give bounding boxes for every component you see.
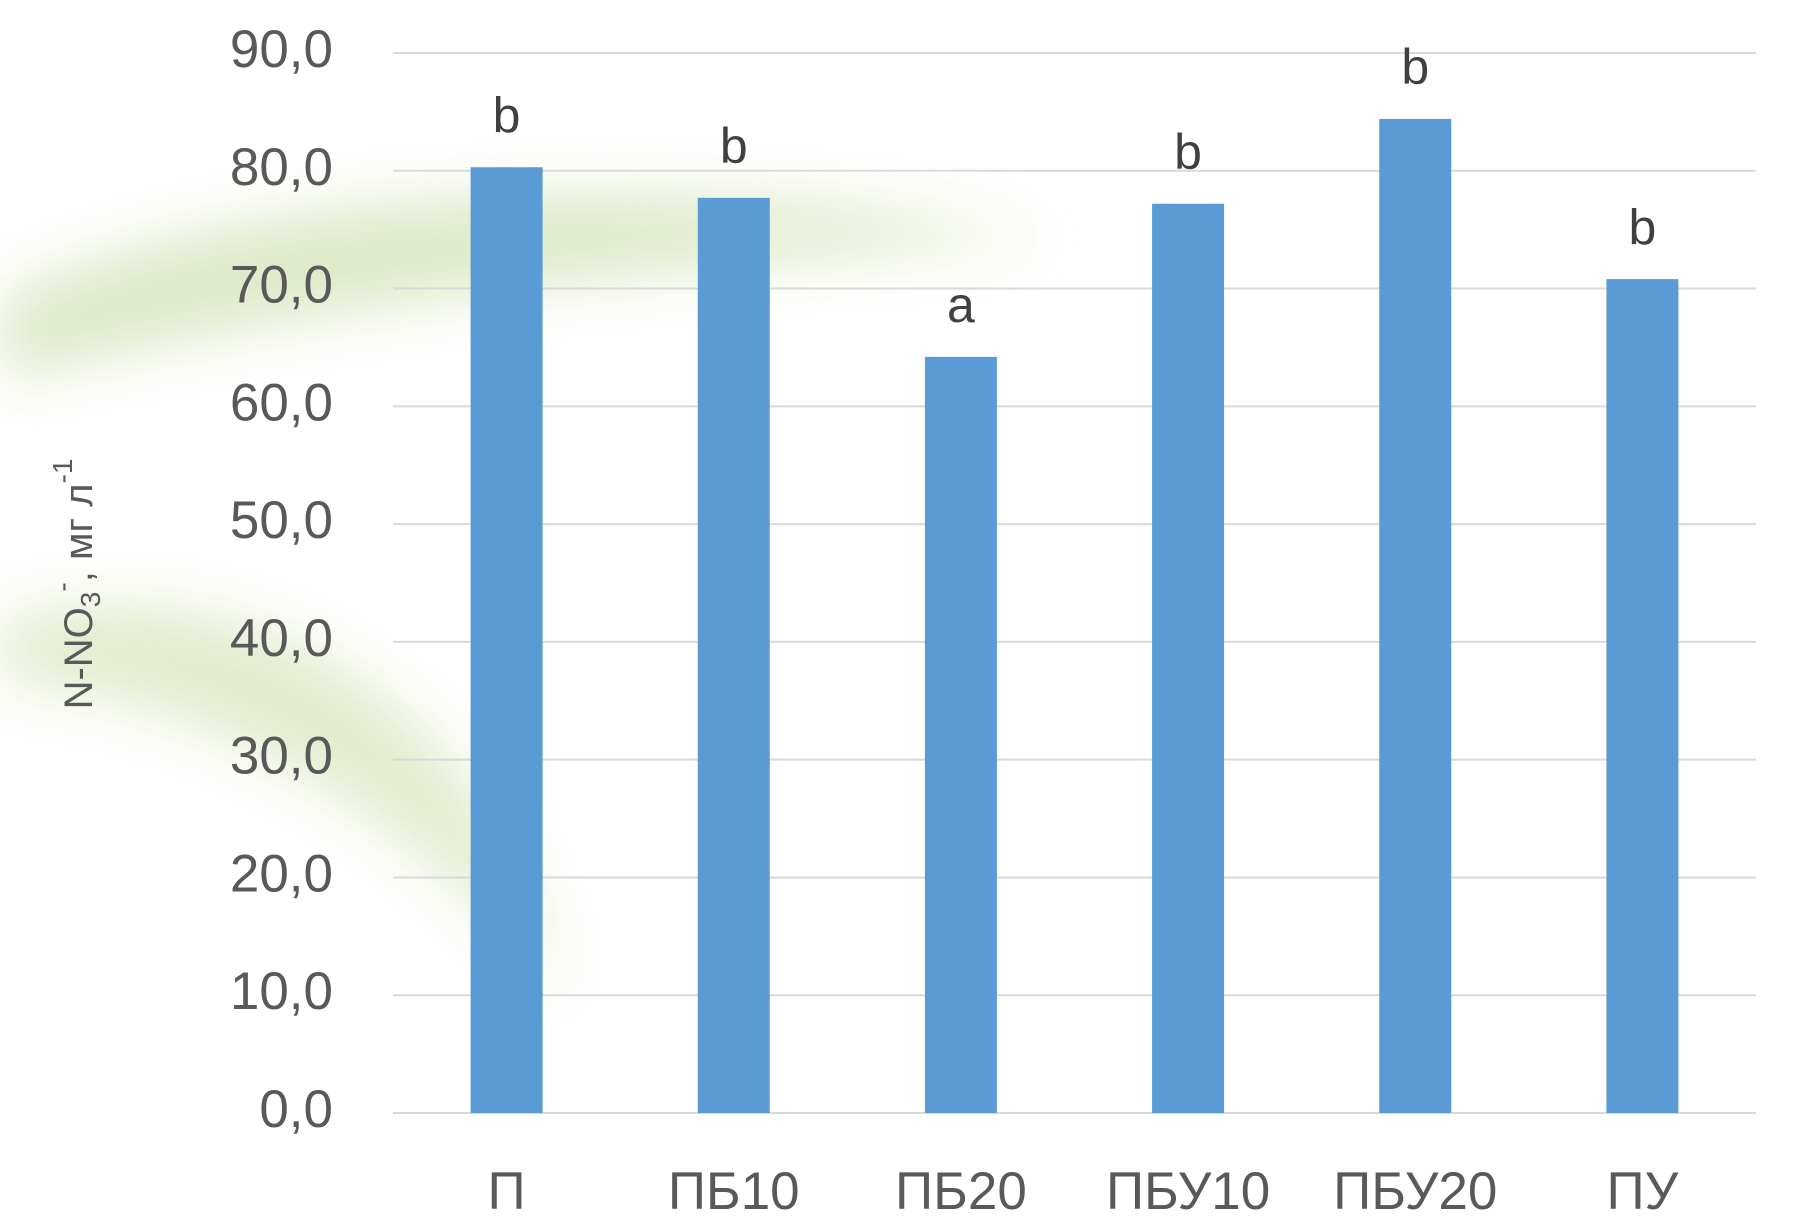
significance-letter: b <box>1174 124 1202 180</box>
chart: N-NO3-, мг л-1 0,0 10,0 20,0 30,0 40,0 50,0 60… <box>0 0 1814 1225</box>
significance-letter: b <box>1629 199 1657 255</box>
bar <box>925 357 997 1113</box>
y-tick-label: 10,0 <box>230 962 333 1021</box>
y-tick-label: 20,0 <box>230 844 333 903</box>
y-label-part: , мг л <box>57 484 101 583</box>
x-tick-label: ПБУ20 <box>1333 1162 1497 1221</box>
y-tick-label: 40,0 <box>230 609 333 668</box>
x-tick-label: ПБ20 <box>895 1162 1027 1221</box>
y-tick-label: 0,0 <box>259 1080 333 1139</box>
x-tick-label: ПБ10 <box>668 1162 800 1221</box>
significance-letter: b <box>720 118 748 174</box>
x-tick-label: ПБУ10 <box>1106 1162 1270 1221</box>
bar <box>1152 204 1224 1113</box>
y-tick-label: 50,0 <box>230 491 333 550</box>
y-tick-label: 60,0 <box>230 373 333 432</box>
y-axis-label: N-NO3-, мг л-1 <box>47 459 106 710</box>
significance-letter: b <box>493 87 521 143</box>
x-tick-label: ПУ <box>1607 1162 1679 1221</box>
significance-letter: a <box>947 277 975 333</box>
y-label-part: N-NO <box>57 607 101 709</box>
x-tick-label: П <box>488 1162 526 1221</box>
y-label-sup: - <box>47 582 78 591</box>
y-tick-label: 90,0 <box>230 20 333 79</box>
y-label-sub: 3 <box>75 592 106 608</box>
significance-letter: b <box>1401 39 1429 95</box>
bar <box>1379 119 1451 1113</box>
bar <box>1606 279 1678 1113</box>
bar <box>698 198 770 1113</box>
y-tick-label: 70,0 <box>230 256 333 315</box>
y-tick-label: 30,0 <box>230 727 333 786</box>
page: {"chart_data": {"type": "bar", "categori… <box>0 0 1814 1225</box>
bar <box>471 167 543 1113</box>
y-tick-label: 80,0 <box>230 138 333 197</box>
y-label-sup: -1 <box>47 459 78 484</box>
